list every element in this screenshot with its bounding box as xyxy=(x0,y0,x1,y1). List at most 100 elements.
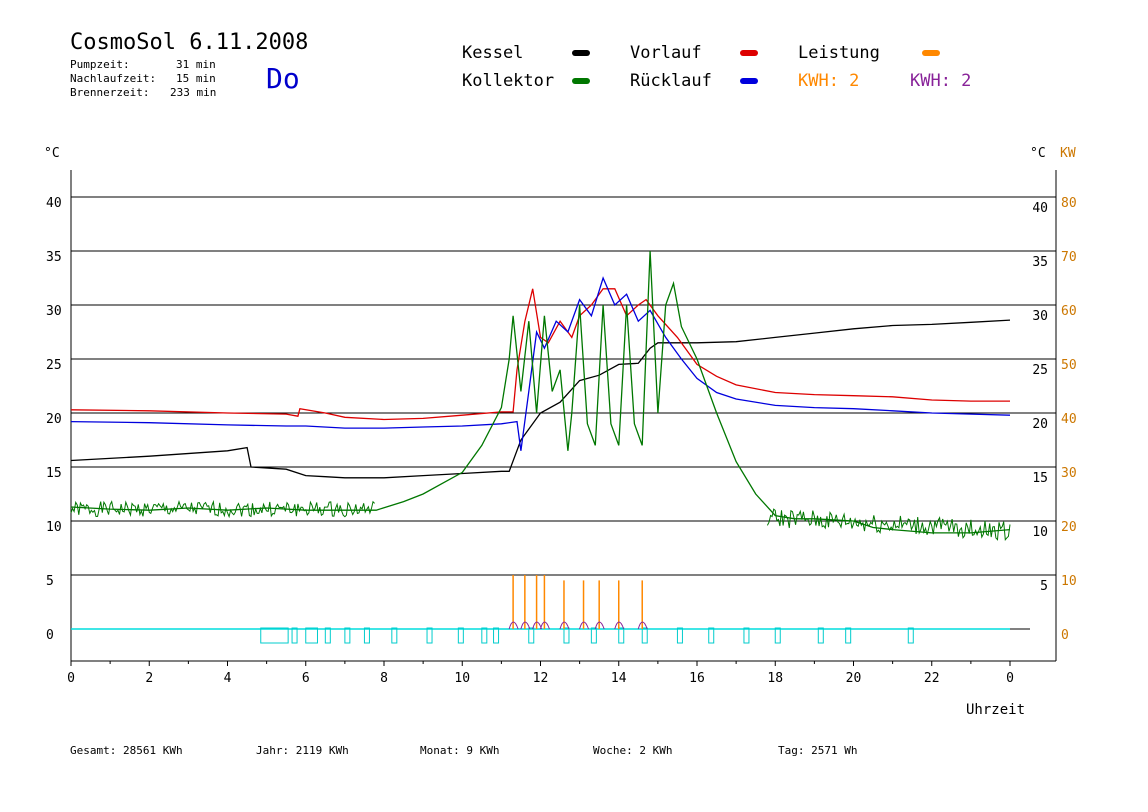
stat-value-brennerzeit: 233 min xyxy=(170,86,217,99)
pump-state-marker xyxy=(324,627,331,644)
legend-label-kessel: Kessel xyxy=(462,43,524,63)
y-tick-label-left: 5 xyxy=(46,574,54,589)
kwh-bump xyxy=(594,621,605,630)
x-tick-label: 2 xyxy=(145,671,153,686)
pump-state-marker xyxy=(391,627,398,644)
pump-state-marker xyxy=(907,627,914,644)
y-axis-label-left: °C xyxy=(44,146,60,161)
pump-state-marker xyxy=(774,627,781,644)
series-noise-kollektor-evening xyxy=(766,508,1011,541)
series-noise-kollektor-morning xyxy=(70,499,375,519)
series-line-vorlauf xyxy=(70,288,1010,421)
pump-state-marker xyxy=(363,627,370,644)
y-tick-label-kw: 80 xyxy=(1061,196,1077,211)
y-tick-label-left: 20 xyxy=(46,412,62,427)
pump-state-marker xyxy=(676,627,683,644)
y-tick-label-left: 30 xyxy=(46,304,62,319)
legend-swatch-kessel xyxy=(572,50,590,56)
kwh-bump xyxy=(508,621,519,630)
y-tick-label-kw: 10 xyxy=(1061,574,1077,589)
legend-label-vorlauf: Vorlauf xyxy=(630,43,702,63)
y-tick-label-left: 40 xyxy=(46,196,62,211)
x-tick-label: 16 xyxy=(689,671,705,686)
legend-label-ruecklauf: Rücklauf xyxy=(630,71,712,91)
kwh-bump xyxy=(520,621,531,630)
y-tick-label-left: 15 xyxy=(46,466,62,481)
legend-swatch-ruecklauf xyxy=(740,78,758,84)
x-tick-label: 8 xyxy=(380,671,388,686)
legend-swatch-leistung xyxy=(922,50,940,56)
y-tick-label-kw: 40 xyxy=(1061,412,1077,427)
y-tick-label-right: 35 xyxy=(1032,255,1048,270)
stat-value-nachlaufzeit: 15 min xyxy=(176,72,216,85)
y-tick-label-right: 15 xyxy=(1032,471,1048,486)
footer-monat: Monat: 9 KWh xyxy=(420,744,500,757)
series-line-kollektor xyxy=(70,250,1011,534)
x-tick-label: 0 xyxy=(1006,671,1014,686)
footer-woche: Woche: 2 KWh xyxy=(593,744,673,757)
y-tick-label-kw: 20 xyxy=(1061,520,1077,535)
y-tick-label-left: 0 xyxy=(46,628,54,643)
pump-state-marker xyxy=(493,627,500,644)
x-tick-label: 20 xyxy=(846,671,862,686)
weekday-label: Do xyxy=(266,62,300,95)
legend-kwh-orange: KWH: 2 xyxy=(798,71,860,91)
pump-state-marker xyxy=(845,627,852,644)
y-tick-label-kw: 50 xyxy=(1061,358,1077,373)
pump-state-marker xyxy=(590,627,597,644)
pump-state-marker xyxy=(528,627,535,644)
kwh-bump xyxy=(539,621,550,630)
footer-tag: Tag: 2571 Wh xyxy=(778,744,858,757)
pump-state-marker xyxy=(641,627,648,644)
y-axis-label-right: °C xyxy=(1030,146,1046,161)
y-tick-label-right: 30 xyxy=(1032,309,1048,324)
footer-jahr: Jahr: 2119 KWh xyxy=(256,744,349,757)
pump-state-marker xyxy=(426,627,433,644)
pump-state-marker xyxy=(481,627,488,644)
pump-state-marker xyxy=(344,627,351,644)
y-tick-label-right: 10 xyxy=(1032,525,1048,540)
pump-state-marker xyxy=(817,627,824,644)
series-line-ruecklauf xyxy=(70,276,1011,451)
y-tick-label-kw: 0 xyxy=(1061,628,1069,643)
x-tick-label: 4 xyxy=(224,671,232,686)
x-tick-label: 22 xyxy=(924,671,940,686)
x-tick-label: 10 xyxy=(454,671,470,686)
legend-swatch-vorlauf xyxy=(740,50,758,56)
stat-label-brennerzeit: Brennerzeit: xyxy=(70,86,150,99)
kwh-bump xyxy=(637,621,648,630)
y-tick-label-left: 25 xyxy=(46,358,62,373)
chart-series xyxy=(70,250,1030,644)
pump-state-marker xyxy=(305,627,318,644)
y-tick-label-left: 10 xyxy=(46,520,62,535)
pump-state-marker xyxy=(743,627,750,644)
pump-state-marker xyxy=(618,627,625,644)
y-tick-label-kw: 30 xyxy=(1061,466,1077,481)
x-tick-label: 0 xyxy=(67,671,75,686)
x-axis-label: Uhrzeit xyxy=(966,702,1025,718)
footer-gesamt: Gesamt: 28561 KWh xyxy=(70,744,183,757)
chart-grid xyxy=(70,170,1057,662)
legend-swatch-kollektor xyxy=(572,78,590,84)
series-line-kessel xyxy=(70,319,1011,479)
pump-state-marker xyxy=(708,627,715,644)
y-tick-label-kw: 70 xyxy=(1061,250,1077,265)
pump-state-marker xyxy=(291,627,298,644)
y-tick-label-kw: 60 xyxy=(1061,304,1077,319)
pump-state-marker xyxy=(563,627,570,644)
y-tick-label-right: 25 xyxy=(1032,363,1048,378)
y-tick-label-right: 20 xyxy=(1032,417,1048,432)
x-tick-label: 6 xyxy=(302,671,310,686)
y-tick-label-right: 5 xyxy=(1040,579,1048,594)
y-tick-label-left: 35 xyxy=(46,250,62,265)
stat-label-pumpzeit: Pumpzeit: xyxy=(70,58,130,71)
kwh-bump xyxy=(579,621,590,630)
stat-label-nachlaufzeit: Nachlaufzeit: xyxy=(70,72,157,85)
y-axis-label-kw: KW xyxy=(1060,146,1076,161)
pump-state-marker xyxy=(457,627,464,644)
x-tick-label: 14 xyxy=(611,671,627,686)
legend-label-kollektor: Kollektor xyxy=(462,71,555,91)
y-tick-label-right: 40 xyxy=(1032,201,1048,216)
